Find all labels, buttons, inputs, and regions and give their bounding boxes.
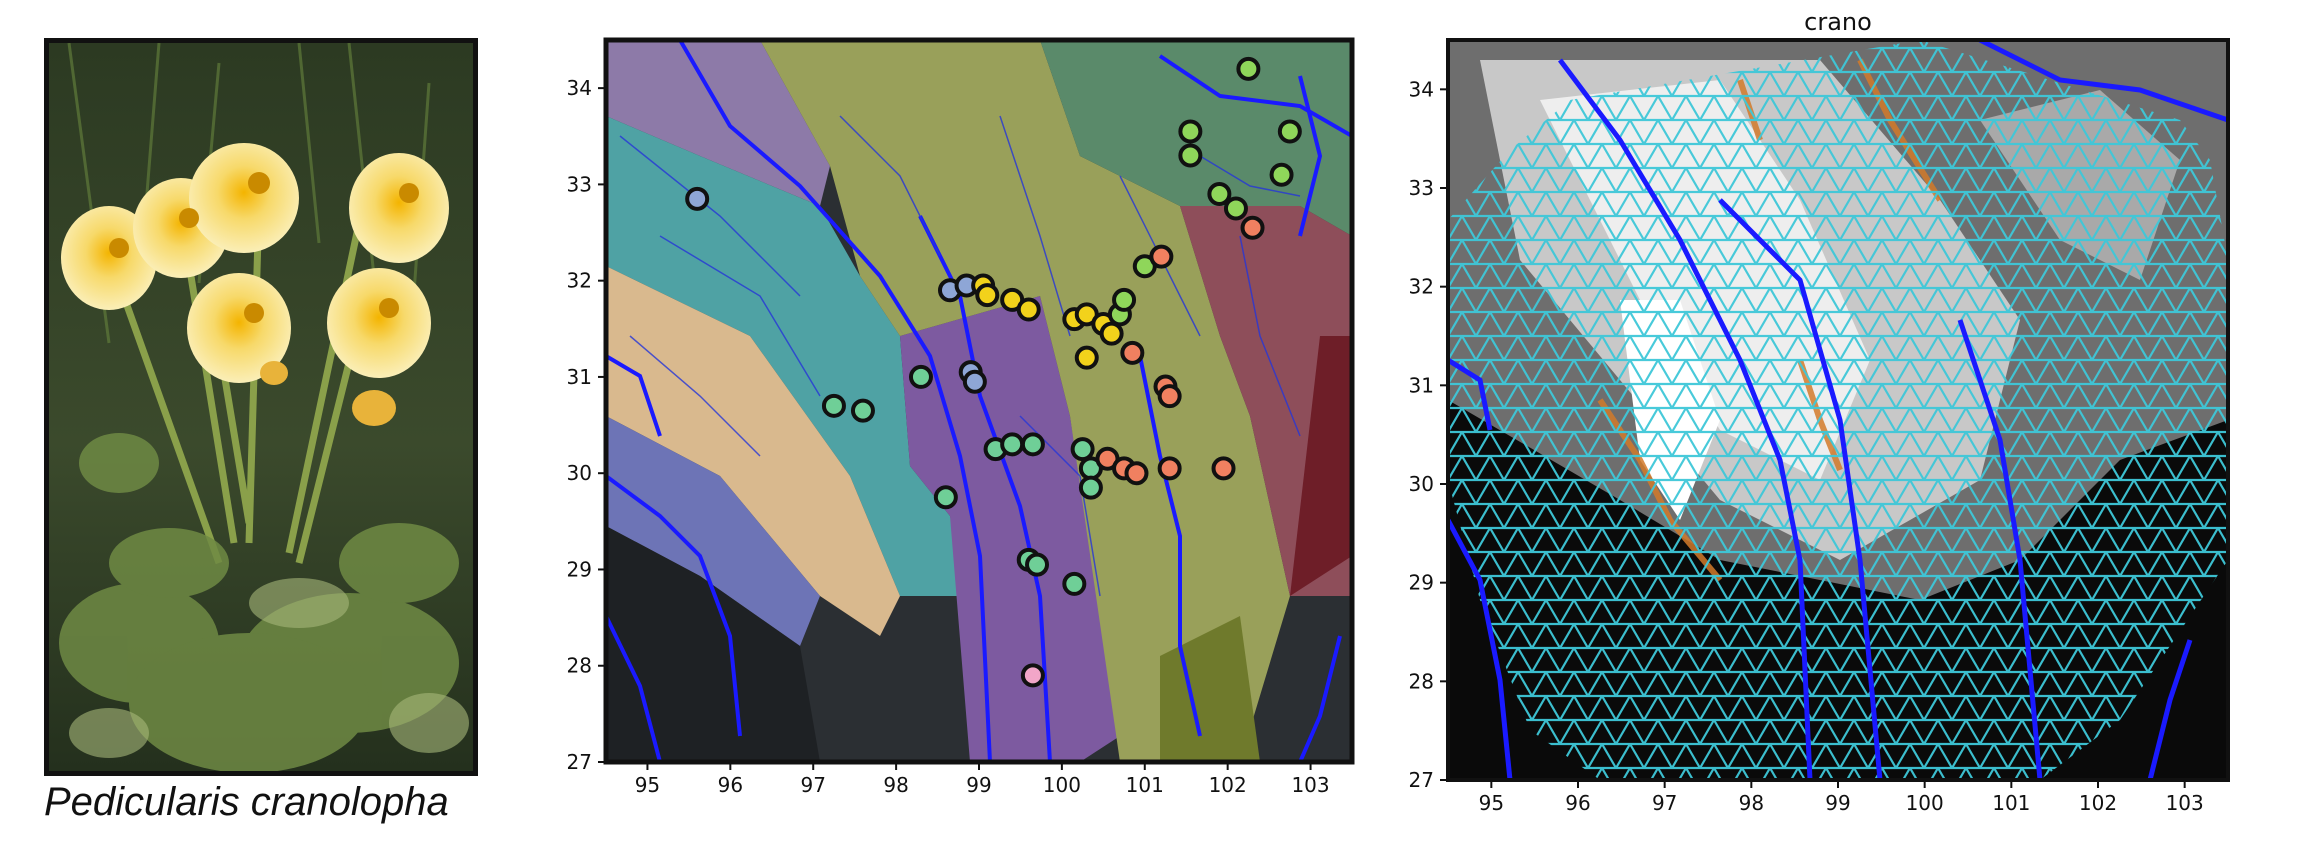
occurrence-point <box>1025 552 1050 577</box>
occurrence-point <box>1240 215 1265 240</box>
flower-photo <box>44 38 478 776</box>
occurrence-point <box>1178 119 1203 144</box>
occurrence-point <box>1149 244 1174 269</box>
x-tick-label: 99 <box>1825 791 1850 815</box>
clade-map-plot: 95 96 97 98 99 100 101 102 103 34 33 32 31 30 29 28 27 <box>567 37 1355 797</box>
flower-photo-drawing <box>49 43 473 771</box>
x-tick-label: 99 <box>966 773 991 797</box>
occurrence-point <box>975 283 1000 308</box>
occurrence-point <box>962 369 987 394</box>
occurrence-point <box>1269 162 1294 187</box>
y-tick-label: 29 <box>567 557 592 581</box>
x-tick-label: 97 <box>1652 791 1677 815</box>
occurrence-point <box>1223 196 1248 221</box>
figure-caption: Pedicularis cranolopha <box>44 780 449 824</box>
occurrence-point <box>1112 287 1137 312</box>
x-tick-label: 96 <box>1565 791 1590 815</box>
x-tick-label: 101 <box>1992 791 2030 815</box>
y-tick-label: 33 <box>567 172 592 196</box>
suitability-map-plot: crano <box>1409 8 2230 815</box>
occurrence-point <box>1074 345 1099 370</box>
occurrence-point <box>1211 456 1236 481</box>
suitability-map: crano <box>1409 0 2240 815</box>
y-tick-label: 34 <box>567 76 592 100</box>
y-tick-label: 27 <box>1409 768 1434 792</box>
x-tick-label: 95 <box>1479 791 1504 815</box>
occurrence-point <box>1157 456 1182 481</box>
occurrence-point <box>1016 297 1041 322</box>
y-tick-label: 32 <box>1409 275 1434 299</box>
y-tick-label: 31 <box>567 365 592 389</box>
occurrence-point <box>1157 384 1182 409</box>
occurrence-point <box>685 186 710 211</box>
y-tick-label: 32 <box>567 269 592 293</box>
x-tick-label: 101 <box>1126 773 1164 797</box>
occurrence-point <box>1277 119 1302 144</box>
occurrence-point <box>933 485 958 510</box>
occurrence-point <box>850 398 875 423</box>
y-tick-label: 28 <box>567 654 592 678</box>
occurrence-point <box>1236 56 1261 81</box>
occurrence-point <box>908 364 933 389</box>
y-tick-label: 30 <box>1409 472 1434 496</box>
x-tick-label: 103 <box>1291 773 1329 797</box>
occurrence-point <box>821 393 846 418</box>
x-tick-label: 100 <box>1043 773 1081 797</box>
occurrence-point <box>1062 571 1087 596</box>
occurrence-point <box>1120 340 1145 365</box>
x-tick-label: 98 <box>1739 791 1764 815</box>
occurrence-point <box>1099 321 1124 346</box>
x-tick-label: 96 <box>718 773 743 797</box>
occurrence-point <box>1020 663 1045 688</box>
occurrence-point <box>1207 182 1232 207</box>
occurrence-point <box>1020 432 1045 457</box>
map-title: crano <box>1804 8 1872 36</box>
occurrence-point <box>1070 437 1095 462</box>
x-tick-label: 98 <box>883 773 908 797</box>
clade-map: 95 96 97 98 99 100 101 102 103 34 33 32 31 30 29 28 27 <box>567 36 1360 797</box>
y-tick-label: 31 <box>1409 373 1434 397</box>
x-tick-label: 97 <box>800 773 825 797</box>
x-tick-label: 102 <box>1209 773 1247 797</box>
x-tick-label: 103 <box>2166 791 2204 815</box>
x-tick-label: 100 <box>1906 791 1944 815</box>
y-tick-label: 33 <box>1409 176 1434 200</box>
occurrence-point <box>1078 475 1103 500</box>
y-tick-label: 27 <box>567 750 592 774</box>
y-tick-label: 28 <box>1409 669 1434 693</box>
x-tick-label: 95 <box>635 773 660 797</box>
y-tick-label: 34 <box>1409 77 1434 101</box>
y-tick-label: 29 <box>1409 571 1434 595</box>
occurrence-point <box>1000 432 1025 457</box>
x-tick-label: 102 <box>2079 791 2117 815</box>
occurrence-point <box>1124 461 1149 486</box>
occurrence-point <box>1178 143 1203 168</box>
y-tick-label: 30 <box>567 461 592 485</box>
